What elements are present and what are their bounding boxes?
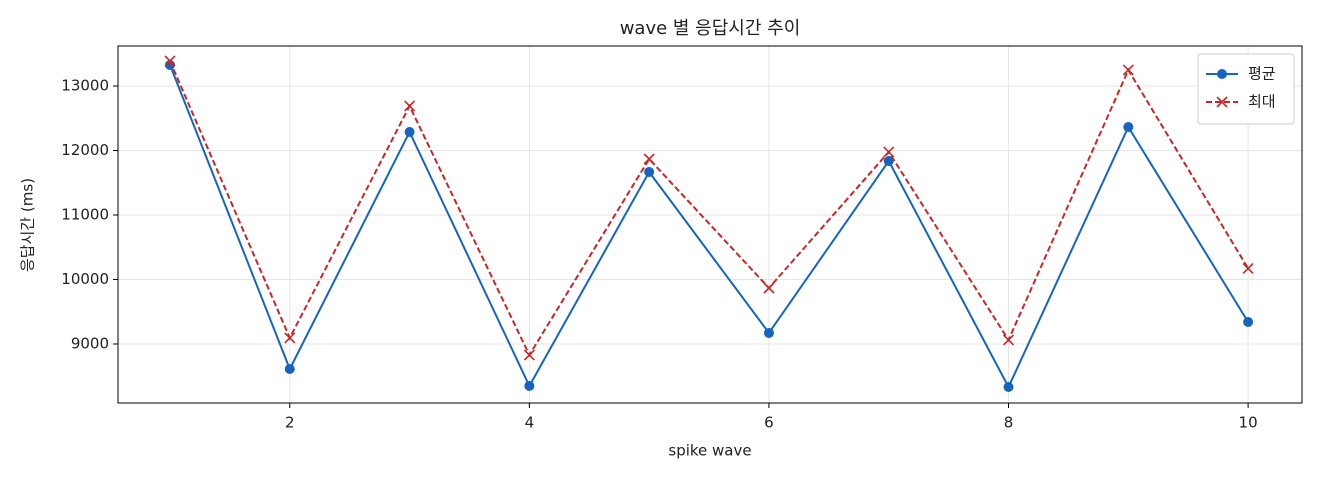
x-axis-label: spike wave [668, 442, 751, 460]
point [1243, 316, 1254, 327]
series-line [169, 64, 1249, 390]
y-tick-label: 13000 [61, 76, 109, 94]
point [883, 156, 894, 167]
point [164, 55, 176, 67]
x-tick-label: 6 [764, 414, 774, 432]
y-tick-label: 11000 [61, 205, 109, 223]
y-tick-label: 10000 [61, 270, 109, 288]
legend-marker [1217, 69, 1227, 79]
series-line [169, 60, 1249, 358]
point [284, 364, 295, 375]
legend-box [1197, 53, 1295, 125]
point [883, 146, 895, 158]
point [1122, 64, 1134, 76]
plot-frame [117, 45, 1303, 404]
y-tick-label: 12000 [61, 141, 109, 159]
y-tick-label: 9000 [71, 334, 109, 352]
x-tick-label: 2 [285, 414, 295, 432]
point [643, 153, 655, 165]
point [1123, 122, 1134, 133]
point [284, 332, 296, 344]
legend-label: 최대 [1248, 93, 1276, 111]
x-tick-label: 10 [1239, 414, 1258, 432]
point [763, 282, 775, 294]
point [524, 380, 535, 391]
legend-label: 평균 [1248, 65, 1276, 83]
legend-marker [1216, 96, 1228, 108]
point [763, 327, 774, 338]
y-axis-label: 응답시간 (ms) [19, 178, 37, 272]
chart-title: wave 별 응답시간 추이 [620, 18, 801, 39]
x-tick-label: 8 [1004, 414, 1014, 432]
point [404, 126, 415, 137]
point [404, 100, 416, 112]
x-tick-label: 4 [525, 414, 535, 432]
point [1002, 334, 1015, 346]
point [644, 166, 655, 177]
point [1242, 262, 1254, 275]
point [1003, 382, 1014, 393]
point [523, 349, 535, 361]
